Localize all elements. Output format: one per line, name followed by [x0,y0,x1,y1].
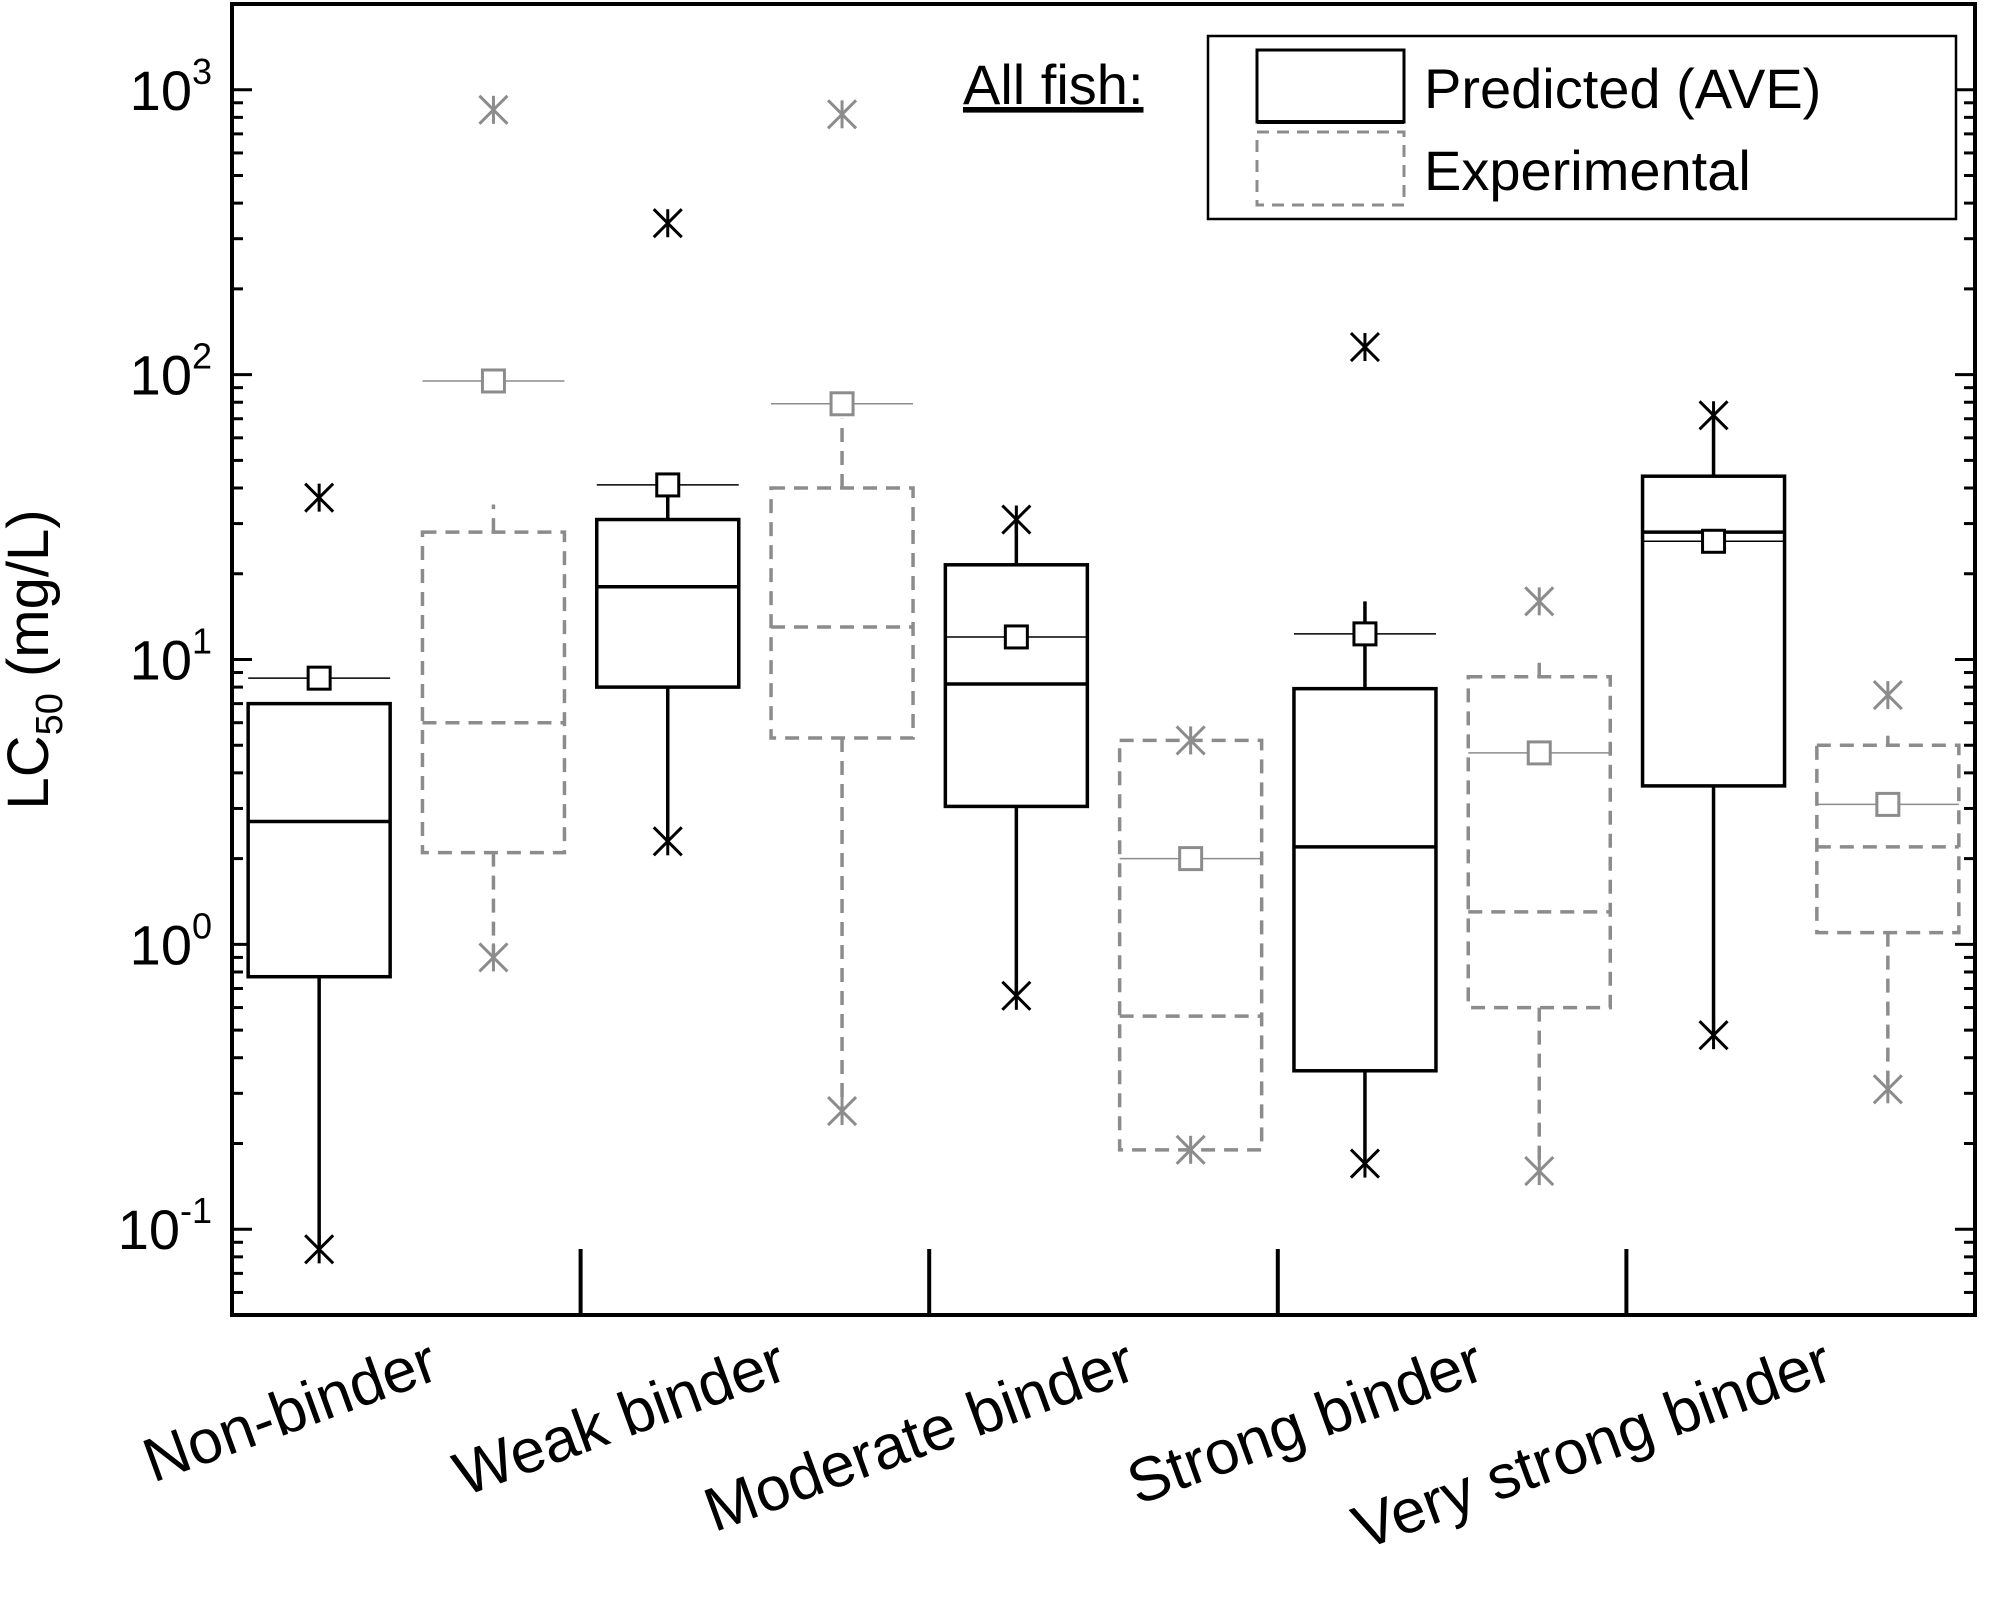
y-tick-label: 101 [130,621,212,692]
y-tick-label-exponent: 1 [192,621,212,662]
y-tick-label-base: 10 [130,913,192,976]
box-predicted [1640,400,1787,1051]
box-rect-predicted [595,517,741,689]
box-rect-experimental [769,486,915,740]
max-marker-predicted [652,208,683,239]
y-tick-label: 102 [130,336,212,407]
max-marker-predicted [304,482,335,513]
max-marker-experimental [1872,680,1903,711]
mean-marker-experimental [480,368,506,394]
mean-marker-experimental [1526,740,1552,766]
max-marker-experimental [478,94,509,125]
y-axis-label: LC50 (mg/L) [0,509,71,809]
mean-marker-predicted [655,472,681,498]
legend-predicted-label: Predicted (AVE) [1424,57,1821,120]
mean-marker-predicted [1003,624,1029,650]
box-rect-experimental [1117,738,1264,1152]
box-rect-experimental [420,530,567,855]
y-tick-label-exponent: 3 [192,51,212,92]
max-marker-experimental [1175,725,1206,756]
max-marker-predicted [1698,400,1729,431]
max-marker-predicted [1349,331,1381,363]
box-experimental [769,99,915,1127]
max-marker-experimental [1524,586,1555,617]
box-rect-experimental [1815,743,1961,935]
box-predicted [1292,331,1438,1179]
box-predicted [246,482,392,1265]
legend: All fish: Predicted (AVE) Experimental [963,34,1958,221]
mean-marker-predicted [1701,528,1727,554]
min-marker-experimental [478,942,509,973]
box-rect-predicted [1640,474,1787,788]
max-marker-experimental [826,99,858,130]
min-marker-predicted [1698,1020,1729,1051]
legend-title: All fish: [963,53,1144,116]
y-tick-label-base: 10 [118,1198,180,1261]
y-tick-label-exponent: 2 [192,336,212,377]
y-tick-label-exponent: -1 [180,1190,212,1231]
y-axis-label-main: LC [0,735,61,809]
box-experimental [1815,680,1961,1105]
x-category-label: Non-binder [134,1326,446,1496]
mean-marker-experimental [1178,846,1204,872]
y-axis-label-subscript: 50 [29,693,71,735]
legend-experimental-label: Experimental [1424,139,1751,202]
min-marker-predicted [304,1234,335,1265]
y-tick-label-exponent: 0 [192,905,212,946]
legend-predicted-swatch [1255,48,1406,124]
y-tick-label: 10-1 [118,1190,212,1261]
min-marker-predicted [652,826,683,857]
box-predicted [595,208,741,857]
min-marker-experimental [826,1095,858,1127]
box-experimental [1466,586,1612,1187]
min-marker-predicted [1001,980,1032,1011]
min-marker-experimental [1175,1134,1206,1165]
min-marker-predicted [1349,1148,1381,1179]
y-tick-label-base: 10 [130,344,192,407]
legend-experimental-swatch [1255,130,1406,207]
y-tick-label-base: 10 [130,629,192,692]
box-experimental [1117,725,1264,1165]
y-tick-label: 100 [130,905,212,976]
y-tick-label: 103 [130,51,212,122]
max-marker-predicted [1001,504,1032,535]
mean-marker-experimental [829,391,855,417]
box-experimental [420,94,567,973]
mean-marker-predicted [306,665,332,691]
min-marker-experimental [1524,1156,1555,1187]
y-axis-label-unit: (mg/L) [0,509,61,693]
box-predicted [943,504,1090,1011]
legend-frame [1206,34,1958,221]
box-rect-predicted [246,701,392,979]
min-marker-experimental [1872,1074,1903,1105]
mean-marker-experimental [1875,791,1901,817]
mean-marker-predicted [1352,621,1378,647]
box-rect-predicted [1292,686,1438,1073]
y-tick-label-base: 10 [130,59,192,122]
box-rect-experimental [1466,674,1612,1010]
